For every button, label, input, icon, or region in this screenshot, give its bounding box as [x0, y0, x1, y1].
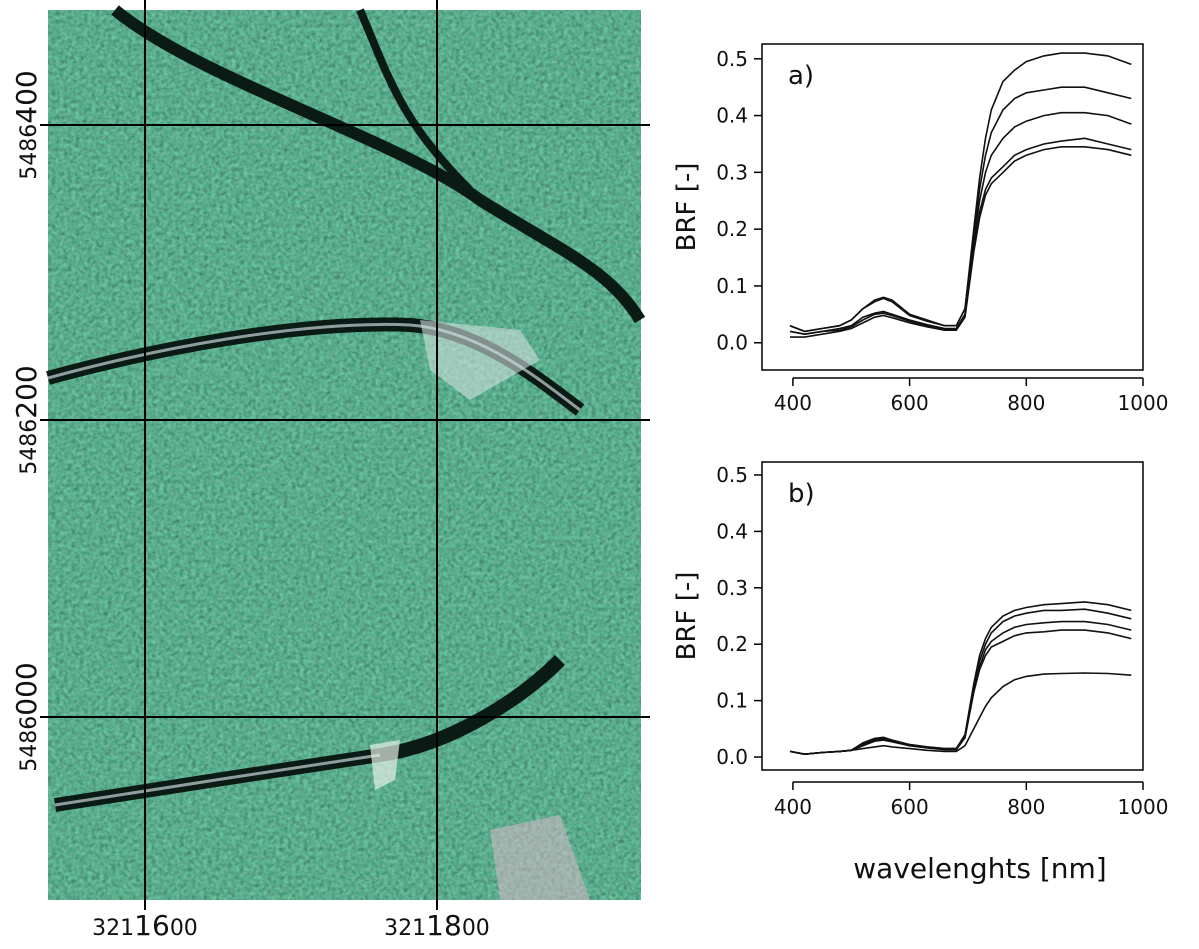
x-tick-label: 1000: [1118, 391, 1169, 415]
map-x-label: 3211800: [384, 909, 490, 942]
plot-frame: [761, 461, 1144, 771]
y-tick-label: 0.2: [716, 632, 748, 656]
y-tick-label: 0.1: [716, 689, 748, 713]
spectrum-line: [789, 629, 1132, 756]
x-tick-label: 800: [1007, 795, 1045, 819]
y-tick-label: 0.1: [716, 274, 748, 298]
y-axis-title: BRF [-]: [672, 572, 702, 661]
y-tick-label: 0.3: [716, 576, 748, 600]
panel-label: b): [788, 479, 815, 509]
y-tick-label: 0.0: [716, 331, 748, 355]
x-tick-label: 800: [1007, 391, 1045, 415]
x-tick-label: 400: [774, 795, 812, 819]
map-y-label: 5486200: [10, 365, 43, 474]
y-tick-label: 0.4: [716, 519, 748, 543]
label-suffix: 00: [170, 916, 198, 941]
spectrum-line: [789, 86, 1132, 333]
y-axis-title: BRF [-]: [672, 163, 702, 252]
x-tick-label: 600: [891, 391, 929, 415]
label-main: 000: [10, 662, 43, 715]
label-main: 16: [134, 909, 170, 942]
spectrum-line: [789, 620, 1132, 756]
x-axis-title: wavelenghts [nm]: [853, 852, 1106, 885]
spectrum-line: [789, 52, 1132, 333]
y-tick-label: 0.2: [716, 217, 748, 241]
map-x-label: 3211600: [92, 909, 198, 942]
label-main: 400: [10, 70, 43, 123]
y-tick-label: 0.5: [716, 463, 748, 487]
map-y-label: 5486400: [10, 70, 43, 179]
spectrum-line: [789, 137, 1132, 336]
x-tick-label: 1000: [1118, 795, 1169, 819]
panel-label: a): [788, 61, 814, 91]
y-tick-label: 0.5: [716, 47, 748, 71]
spectrum-line: [789, 601, 1132, 756]
spectrum-line: [789, 608, 1132, 756]
spectrum-line: [789, 111, 1132, 336]
y-tick-label: 0.0: [716, 745, 748, 769]
x-tick-label: 600: [891, 795, 929, 819]
y-tick-label: 0.4: [716, 104, 748, 128]
spectrum-line: [789, 672, 1132, 756]
label-main: 200: [10, 365, 43, 418]
aerial-image: [40, 0, 650, 910]
spectrum-line: [790, 146, 1132, 338]
label-prefix: 321: [384, 916, 426, 941]
y-tick-label: 0.3: [716, 160, 748, 184]
x-tick-label: 400: [774, 391, 812, 415]
label-suffix: 00: [462, 916, 490, 941]
label-main: 18: [426, 909, 462, 942]
label-prefix: 5486: [17, 419, 42, 475]
label-prefix: 5486: [17, 716, 42, 772]
label-prefix: 5486: [17, 124, 42, 180]
map-y-label: 5486000: [10, 662, 43, 771]
label-prefix: 321: [92, 916, 134, 941]
plot-frame: [761, 43, 1144, 371]
